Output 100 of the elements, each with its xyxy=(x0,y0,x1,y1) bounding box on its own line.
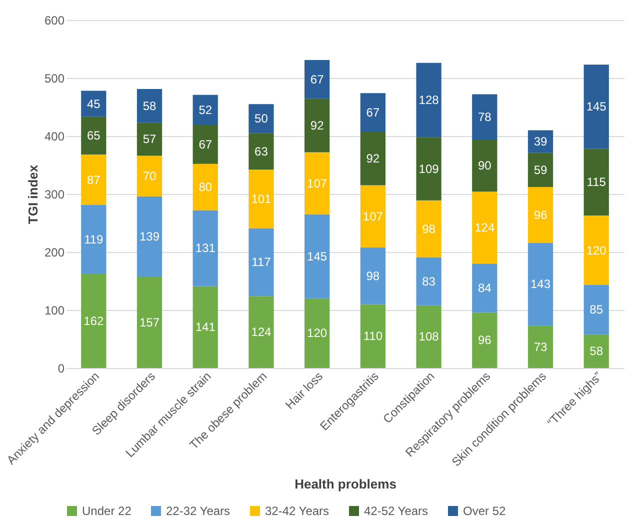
data-label: 92 xyxy=(310,118,324,133)
bar xyxy=(360,247,386,304)
data-label: 131 xyxy=(195,241,216,256)
bar xyxy=(304,152,330,214)
data-label: 108 xyxy=(418,330,440,344)
data-label: 139 xyxy=(139,230,160,244)
bar xyxy=(81,154,106,206)
data-label: 120 xyxy=(307,326,328,340)
data-label: 63 xyxy=(254,144,268,158)
data-label: 124 xyxy=(474,220,495,235)
bar xyxy=(584,148,609,216)
data-label: 128 xyxy=(418,93,440,108)
bar xyxy=(136,122,162,156)
bar xyxy=(584,64,609,149)
bar xyxy=(528,242,554,326)
bar xyxy=(192,210,218,286)
bar xyxy=(416,305,442,368)
bar xyxy=(192,164,218,210)
bar xyxy=(584,215,609,286)
y-axis-title: TGI index xyxy=(25,164,40,224)
y-tick-label: 400 xyxy=(44,130,65,144)
data-label: 67 xyxy=(310,72,324,86)
data-label: 52 xyxy=(198,102,212,117)
bar xyxy=(192,124,218,164)
data-label: 39 xyxy=(534,134,548,149)
bar xyxy=(248,104,274,134)
y-tick-label: 200 xyxy=(44,246,65,260)
data-label: 157 xyxy=(139,315,160,330)
bar xyxy=(416,257,442,306)
bar xyxy=(528,187,554,243)
y-tick-label: 100 xyxy=(44,304,65,318)
data-label: 83 xyxy=(422,274,436,288)
data-label: 57 xyxy=(142,132,156,146)
data-label: 115 xyxy=(586,175,606,190)
y-tick-label: 500 xyxy=(44,72,65,86)
data-label: 101 xyxy=(251,192,272,206)
bar xyxy=(472,264,498,312)
legend-label: 22-32 Years xyxy=(166,504,230,518)
data-label: 107 xyxy=(362,209,384,224)
data-label: 45 xyxy=(86,96,101,111)
bar xyxy=(472,192,498,264)
data-label: 65 xyxy=(86,128,101,143)
bar xyxy=(81,116,106,155)
bar xyxy=(192,94,218,125)
bar xyxy=(528,130,554,153)
legend-label: 42-52 Years xyxy=(364,504,428,518)
data-label: 84 xyxy=(478,280,492,295)
data-label: 145 xyxy=(307,249,328,264)
bar xyxy=(81,274,106,368)
data-label: 141 xyxy=(195,320,216,334)
data-label: 92 xyxy=(366,152,380,166)
data-label: 87 xyxy=(86,172,101,187)
data-label: 67 xyxy=(198,137,212,152)
bar xyxy=(360,93,386,132)
data-label: 162 xyxy=(84,314,104,328)
bar xyxy=(416,200,442,258)
bar xyxy=(81,90,106,117)
bar xyxy=(304,214,330,298)
data-label: 119 xyxy=(84,232,104,247)
y-tick-label: 0 xyxy=(58,362,65,376)
data-label: 58 xyxy=(590,344,604,358)
bar xyxy=(416,62,442,138)
bar xyxy=(472,139,498,192)
data-label: 80 xyxy=(198,180,212,194)
data-label: 109 xyxy=(418,162,440,176)
bar xyxy=(416,137,442,200)
bar xyxy=(528,326,554,368)
legend-label: Under 22 xyxy=(82,504,132,518)
bar xyxy=(136,89,162,123)
bar xyxy=(360,185,386,248)
data-label: 107 xyxy=(307,176,328,190)
data-label: 143 xyxy=(530,277,551,292)
bar xyxy=(81,205,106,274)
data-label: 96 xyxy=(478,333,492,348)
bar xyxy=(360,132,386,186)
bar xyxy=(248,228,274,296)
bar xyxy=(304,298,330,368)
data-label: 117 xyxy=(252,255,272,270)
bar xyxy=(248,133,274,170)
data-label: 124 xyxy=(251,325,272,340)
data-label: 98 xyxy=(422,222,436,236)
bar xyxy=(248,296,274,368)
bar xyxy=(136,196,162,277)
bar xyxy=(584,334,609,368)
data-label: 67 xyxy=(366,106,380,120)
bar xyxy=(304,98,330,152)
y-tick-label: 600 xyxy=(44,14,65,28)
bar xyxy=(192,286,218,368)
bar xyxy=(136,156,162,196)
legend-label: Over 52 xyxy=(463,504,506,518)
bar xyxy=(584,285,609,334)
data-label: 145 xyxy=(586,100,607,114)
data-label: 90 xyxy=(478,158,492,173)
data-label: 70 xyxy=(142,169,156,184)
data-label: 73 xyxy=(534,340,548,354)
bar xyxy=(528,152,554,188)
data-label: 98 xyxy=(366,268,380,283)
data-label: 110 xyxy=(363,329,383,344)
data-label: 59 xyxy=(534,162,548,177)
bar xyxy=(360,304,386,368)
